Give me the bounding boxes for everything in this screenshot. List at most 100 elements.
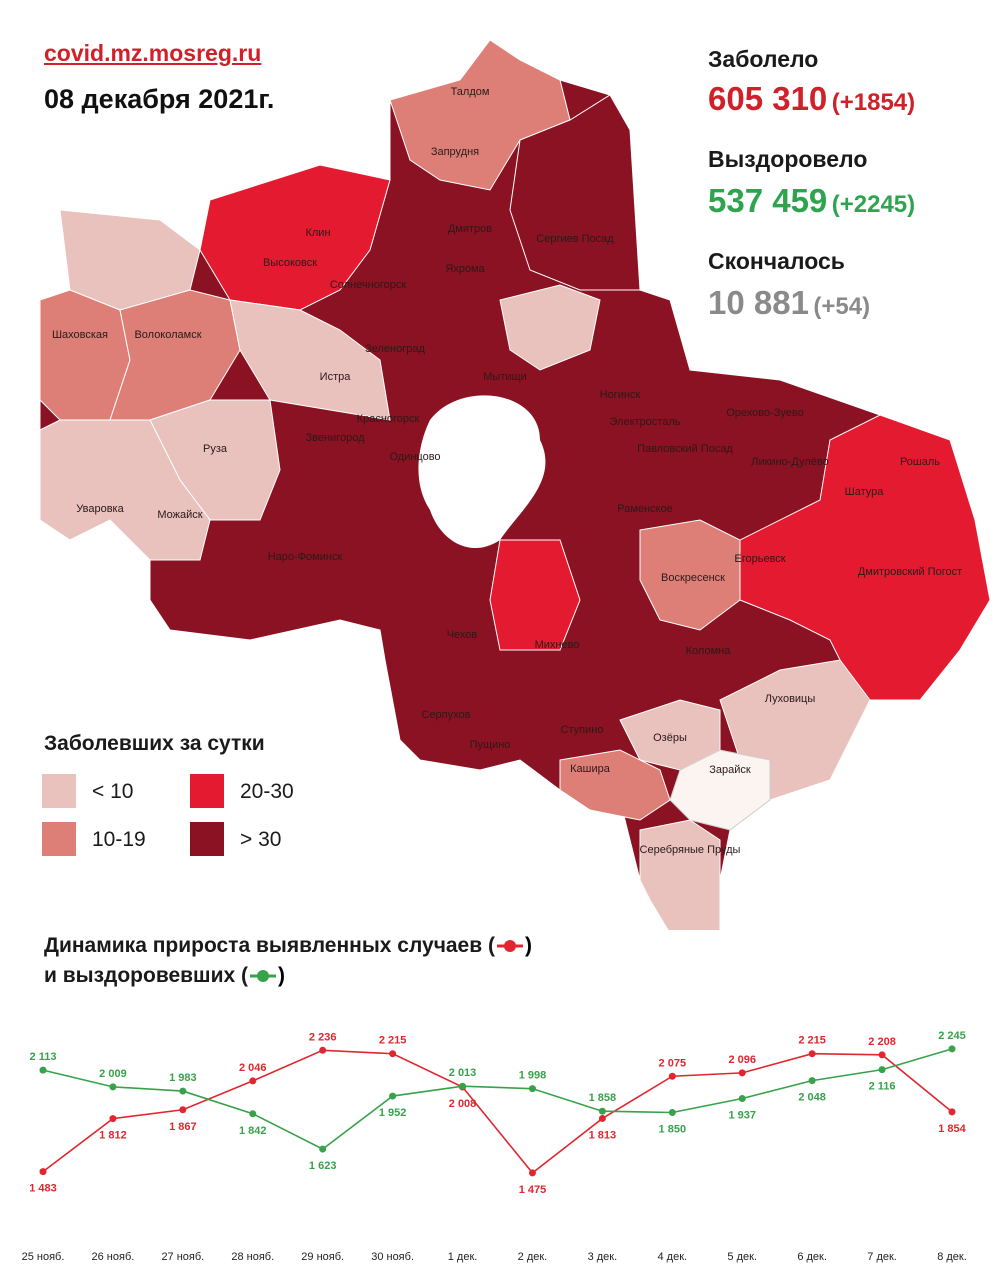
red-series-marker-icon [496, 940, 523, 952]
trend-chart: 1 483 1 812 1 867 2 046 2 236 2 215 2 008 1 475… [22, 1030, 967, 1263]
x-tick-label: 3 дек. [588, 1251, 618, 1263]
map-label: Зеленоград [365, 343, 425, 355]
recovered-point [249, 1110, 257, 1118]
cases-point [948, 1108, 956, 1116]
map-label: Сергиев Посад [536, 233, 614, 245]
x-tick-label: 5 дек. [727, 1251, 757, 1263]
legend-swatch-gt30 [190, 822, 224, 856]
recovered-data-label: 1 998 [519, 1070, 547, 1082]
district-mozhaisk [39, 419, 211, 561]
recovered-data-label: 2 048 [798, 1092, 826, 1104]
cases-point [249, 1077, 257, 1085]
moscow-oblast-map: Талдом Запрудня Клин Высоковск Дмитров Сергие… [39, 39, 991, 930]
recovered-value: 537 459 [708, 182, 828, 219]
x-tick-label: 26 нояб. [92, 1251, 135, 1263]
map-label: Красногорск [357, 413, 420, 425]
map-label: Волоколамск [134, 329, 201, 341]
map-label: Павловский Посад [637, 443, 733, 455]
map-label: Запрудня [431, 146, 479, 158]
district-zaraysk [669, 749, 771, 831]
recovered-data-label: 1 937 [728, 1109, 756, 1121]
map-label: Раменское [617, 503, 673, 515]
cases-data-label: 2 075 [659, 1057, 687, 1069]
map-label: Зарайск [709, 764, 751, 776]
map-label: Электросталь [610, 416, 681, 428]
recovered-point [39, 1066, 47, 1074]
cases-data-label: 1 854 [938, 1123, 966, 1135]
x-tick-label: 1 дек. [448, 1251, 478, 1263]
map-label: Орехово-Зуево [726, 407, 804, 419]
cases-point [738, 1069, 746, 1077]
map-label: Одинцово [389, 451, 440, 463]
source-link[interactable]: covid.mz.mosreg.ru [44, 40, 262, 66]
map-label: Наро-Фоминск [268, 551, 343, 563]
recovered-data-label: 2 245 [938, 1030, 966, 1042]
district-podolsk [489, 539, 581, 651]
recovered-point [598, 1107, 606, 1115]
legend-label-10-19: 10-19 [92, 828, 146, 851]
legend-label-20-30: 20-30 [240, 780, 294, 803]
recovered-data-label: 2 013 [449, 1067, 477, 1079]
recovered-point [459, 1082, 467, 1090]
recovered-data-label: 2 113 [30, 1051, 57, 1063]
map-label: Звенигород [305, 432, 365, 444]
cases-point [668, 1072, 676, 1080]
district-pushkino-light [499, 284, 601, 371]
cases-data-label: 2 215 [379, 1035, 407, 1047]
legend-swatch-lt10 [42, 774, 76, 808]
map-label: Коломна [686, 645, 732, 657]
map-label: Чехов [447, 629, 478, 641]
recovered-series-line [42, 1048, 953, 1151]
cases-data-label: 2 236 [309, 1031, 337, 1043]
map-label: Дмитров [448, 223, 492, 235]
report-date: 08 декабря 2021г. [44, 84, 275, 114]
recovered-point [948, 1045, 956, 1053]
x-tick-label: 30 нояб. [371, 1251, 414, 1263]
x-tick-label: 4 дек. [658, 1251, 688, 1263]
cases-series-line [42, 1049, 953, 1175]
deaths-delta: (+54) [813, 293, 871, 320]
recovered-data-label: 1 842 [239, 1125, 267, 1137]
recovered-point [738, 1094, 746, 1102]
recovered-point [808, 1077, 816, 1085]
recovered-data-label: 1 952 [379, 1107, 407, 1119]
infected-label: Заболело [708, 46, 819, 72]
legend-label-lt10: < 10 [92, 780, 134, 803]
x-tick-label: 25 нояб. [22, 1251, 65, 1263]
recovered-delta: (+2245) [831, 191, 916, 218]
map-label: Уваровка [76, 503, 124, 515]
recovered-point [878, 1066, 886, 1074]
recovered-data-label: 1 858 [589, 1092, 617, 1104]
recovered-point [319, 1145, 327, 1153]
cases-data-label: 2 096 [728, 1054, 756, 1066]
map-label: Пущино [470, 739, 511, 751]
cases-point [109, 1115, 117, 1123]
infected-value: 605 310 [708, 80, 828, 117]
cases-point [808, 1050, 816, 1058]
map-label: Луховицы [765, 693, 816, 705]
map-label: Рошаль [900, 456, 940, 468]
map-label: Шатура [845, 486, 885, 498]
deaths-label: Скончалось [708, 248, 845, 274]
x-tick-label: 6 дек. [797, 1251, 827, 1263]
x-tick-label: 8 дек. [937, 1251, 967, 1263]
dynamics-title-line1: Динамика прироста выявленных случаев () [44, 934, 532, 957]
map-label: Ликино-Дулёво [751, 456, 829, 468]
cases-data-label: 1 813 [589, 1129, 617, 1141]
map-label: Можайск [157, 509, 202, 521]
cases-data-label: 2 046 [239, 1062, 267, 1074]
map-label: Егорьевск [734, 553, 785, 565]
cases-data-label: 2 208 [868, 1036, 896, 1048]
cases-point [528, 1169, 536, 1177]
map-label: Шаховская [52, 329, 108, 341]
x-tick-label: 28 нояб. [231, 1251, 274, 1263]
map-label: Ногинск [600, 389, 641, 401]
map-label: Клин [305, 227, 330, 239]
map-label: Руза [203, 443, 228, 455]
cases-point [39, 1168, 47, 1176]
recovered-data-label: 2 116 [869, 1081, 896, 1093]
district-istra [229, 299, 391, 421]
cases-point [319, 1046, 327, 1054]
cases-data-label: 1 867 [169, 1121, 197, 1133]
map-label: Истра [320, 371, 352, 383]
